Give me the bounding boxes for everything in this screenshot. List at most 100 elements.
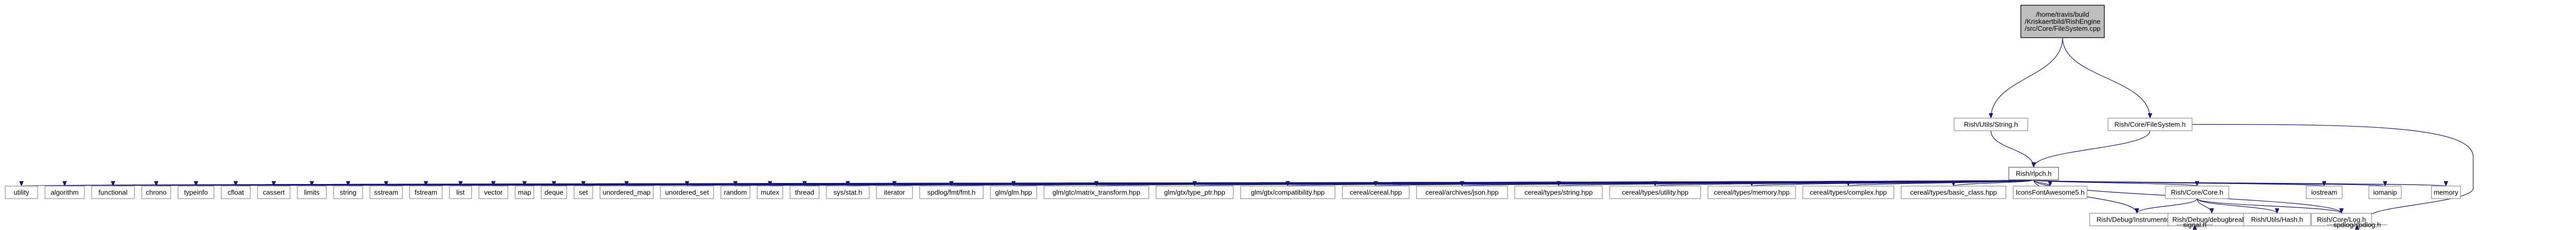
node-inc-cereal-types-string-hpp[interactable]: cereal/types/string.hpp [1514, 186, 1603, 199]
node-inc-cassert[interactable]: cassert [257, 186, 291, 199]
edge-rlpch-to-memory [2033, 179, 2448, 187]
node-label: vector [484, 189, 503, 197]
node-inc-cereal-archives-json-hpp[interactable]: cereal/archives/json.hpp [1416, 186, 1508, 199]
node-label: cereal/types/memory.hpp [1714, 189, 1790, 197]
node-inc-cfloat[interactable]: cfloat [221, 186, 251, 199]
dependency-edges [21, 37, 2474, 230]
node-box [91, 186, 135, 199]
node-box [789, 186, 820, 199]
node-rlpch-h[interactable]: Rish/rlpch.h [2008, 167, 2059, 180]
node-box [1900, 186, 2007, 199]
node-inc-mutex[interactable]: mutex [757, 186, 783, 199]
node-box [177, 186, 214, 199]
node-label: thread [795, 189, 814, 197]
node-box [720, 186, 750, 199]
node-label: mutex [761, 189, 780, 197]
node-inc-sstream[interactable]: sstream [369, 186, 403, 199]
node-inc-thread[interactable]: thread [789, 186, 820, 199]
node-label: Rish/Utils/String.h [1964, 121, 2018, 129]
node-label: glm/gtc/matrix_transform.hpp [1052, 189, 1140, 197]
node-inc-spdlog-fmt-fmt-h[interactable]: spdlog/fmt/fmt.h [919, 186, 984, 199]
node-inc-cereal-types-memory-hpp[interactable]: cereal/types/memory.hpp [1707, 186, 1796, 199]
node-label: typeinfo [184, 189, 208, 197]
node-root[interactable]: /home/travis/build/Kriskaertbild/RishEng… [2020, 5, 2105, 38]
node-box [660, 186, 714, 199]
node-box [369, 186, 403, 199]
edge-rlpch-to-cereal-types-basic-class-hpp [1951, 179, 2034, 187]
node-inc-random[interactable]: random [720, 186, 750, 199]
node-label: IconsFontAwesome5.h [2016, 189, 2084, 197]
node-label: Rish/Debug/Instrumentor.h [2096, 216, 2177, 224]
node-inc-functional[interactable]: functional [91, 186, 135, 199]
node-inc-list[interactable]: list [449, 186, 472, 199]
node-inc-glm-glm-hpp[interactable]: glm/glm.hpp [990, 186, 1037, 199]
node-label: string [340, 189, 356, 197]
node-box [2311, 213, 2372, 226]
node-iomanip[interactable]: iomanip [2368, 186, 2402, 199]
node-label: unordered_set [665, 189, 709, 197]
node-inc-unordered-map[interactable]: unordered_map [600, 186, 654, 199]
edge-string-to-rlpch [1991, 130, 2036, 168]
node-inc-iconsfontawesome5-h[interactable]: IconsFontAwesome5.h [2012, 186, 2088, 199]
node-inc-cereal-cereal-hpp[interactable]: cereal/cereal.hpp [1341, 186, 1410, 199]
node-iostream[interactable]: iostream [2306, 186, 2343, 199]
node-label: glm/glm.hpp [995, 189, 1032, 197]
node-inc-string[interactable]: string [333, 186, 363, 199]
node-box [221, 186, 251, 199]
node-label: unordered_map [603, 189, 651, 197]
node-box [1416, 186, 1508, 199]
node-box [1155, 186, 1234, 199]
node-label: functional [99, 189, 128, 197]
node-box [1514, 186, 1603, 199]
node-inc-fstream[interactable]: fstream [409, 186, 443, 199]
node-filesystem-h[interactable]: Rish/Core/FileSystem.h [2107, 118, 2192, 131]
node-core-h[interactable]: Rish/Core/Core.h [2165, 186, 2230, 199]
node-inc-map[interactable]: map [514, 186, 534, 199]
node-spdlog-h[interactable]: spdlog/spdlog.h [2327, 221, 2388, 229]
node-log-h[interactable]: Rish/Core/Log.h [2311, 213, 2372, 226]
node-inc-unordered-set[interactable]: unordered_set [660, 186, 714, 199]
node-inc-chrono[interactable]: chrono [141, 186, 171, 199]
node-inc-utility[interactable]: utility [5, 186, 38, 199]
node-box [826, 186, 870, 199]
node-inc-deque[interactable]: deque [541, 186, 567, 199]
node-label: cfloat [227, 189, 244, 197]
node-inc-cereal-types-complex-hpp[interactable]: cereal/types/complex.hpp [1802, 186, 1895, 199]
node-label: list [457, 189, 465, 197]
node-inc-set[interactable]: set [573, 186, 593, 199]
node-inc-limits[interactable]: limits [297, 186, 327, 199]
node-label: iomanip [2373, 189, 2397, 197]
node-hash-h[interactable]: Rish/Utils/Hash.h [2243, 213, 2311, 226]
edge-core-to-hash [2197, 198, 2280, 214]
node-inc-sys-stat-h[interactable]: sys/stat.h [826, 186, 870, 199]
node-box [2306, 186, 2343, 199]
node-box [2020, 5, 2105, 38]
node-debugbreak-h[interactable]: Rish/Debug/debugbreak.h [2167, 213, 2256, 226]
node-inc-glm-gtc-matrix-transform-hpp[interactable]: glm/gtc/matrix_transform.hpp [1044, 186, 1149, 199]
dependency-nodes: /home/travis/build/Kriskaertbild/RishEng… [5, 5, 2461, 229]
node-inc-vector[interactable]: vector [478, 186, 509, 199]
node-inc-algorithm[interactable]: algorithm [44, 186, 85, 199]
node-signal-h[interactable]: signal.h [2176, 221, 2213, 229]
node-inc-glm-gtx-type-ptr-hpp[interactable]: glm/gtx/type_ptr.hpp [1155, 186, 1234, 199]
node-memory[interactable]: memory [2431, 186, 2461, 199]
node-inc-iterator[interactable]: iterator [876, 186, 913, 199]
node-box [876, 186, 913, 199]
node-box [514, 186, 534, 199]
node-label: map [518, 189, 531, 197]
node-box [2167, 213, 2256, 226]
edge-core-to-debugbreak [2197, 198, 2214, 214]
node-string-h[interactable]: Rish/Utils/String.h [1954, 118, 2029, 131]
node-label: Rish/Core/FileSystem.h [2114, 121, 2186, 129]
node-inc-cereal-types-basic-class-hpp[interactable]: cereal/types/basic_class.hpp [1900, 186, 2007, 199]
node-label: limits [304, 189, 320, 197]
node-inc-cereal-types-utility-hpp[interactable]: cereal/types/utility.hpp [1609, 186, 1702, 199]
node-inc-typeinfo[interactable]: typeinfo [177, 186, 214, 199]
node-inc-glm-gtx-compatibility-hpp[interactable]: glm/gtx/compatibility.hpp [1240, 186, 1336, 199]
node-label: fstream [415, 189, 437, 197]
node-label: iostream [2311, 189, 2337, 197]
node-label: /home/travis/build [2036, 10, 2089, 18]
node-box [573, 186, 593, 199]
node-box [1609, 186, 1702, 199]
